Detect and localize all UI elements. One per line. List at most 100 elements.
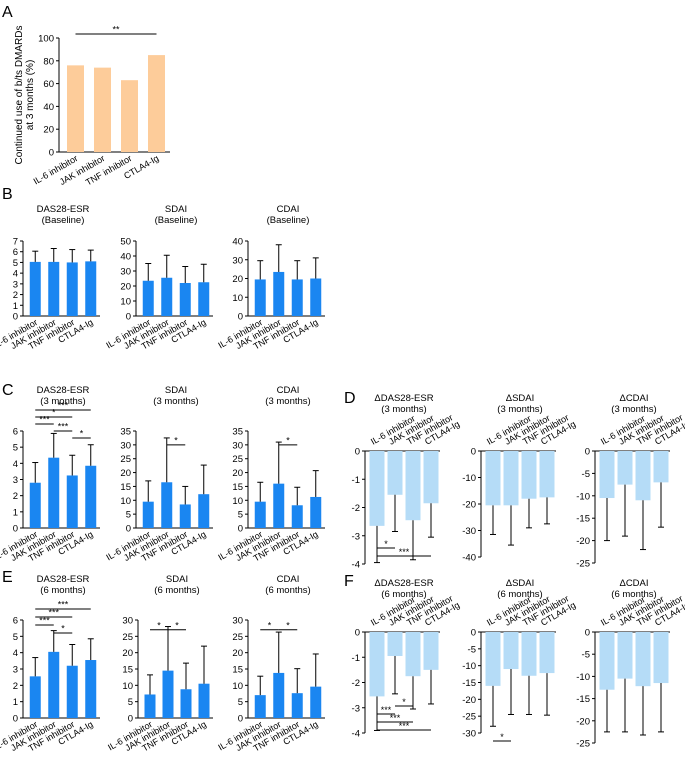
y-tick-label: -20	[576, 536, 590, 547]
significance-label: *	[500, 732, 504, 742]
bar	[369, 632, 385, 697]
y-tick-label: -20	[576, 716, 590, 727]
y-tick-label: 15	[232, 665, 243, 676]
significance-label: ***	[390, 713, 401, 723]
y-tick-label: -4	[352, 729, 360, 740]
significance-label: *	[384, 539, 388, 549]
y-tick-label: 5	[13, 443, 18, 454]
panel-letter-e: E	[2, 569, 13, 586]
bar	[94, 67, 111, 152]
significance-label: ***	[58, 600, 69, 610]
y-tick-label: -5	[582, 469, 590, 480]
bar	[85, 261, 97, 316]
y-tick-label: -25	[462, 712, 476, 723]
bar	[144, 694, 156, 718]
panel-letter-d: D	[344, 390, 356, 407]
significance-label: *	[157, 620, 161, 630]
bar	[423, 632, 439, 670]
y-tick-label: 1	[13, 507, 18, 518]
y-tick-label: 10	[120, 297, 131, 308]
bar	[273, 672, 285, 718]
y-tick-label: 4	[13, 648, 18, 659]
chart-title-line: SDAI	[165, 204, 187, 215]
bar	[387, 632, 403, 656]
y-tick-label: 20	[232, 274, 243, 285]
bar	[291, 505, 303, 528]
panel-letter-b: B	[2, 186, 13, 203]
bar	[254, 501, 266, 528]
chart-title-line: (Baseline)	[267, 215, 310, 226]
bar	[179, 504, 191, 528]
y-tick-label: 5	[126, 510, 131, 521]
y-tick-label: 30	[120, 267, 131, 278]
y-tick-label: 0	[238, 714, 243, 725]
y-tick-label: 60	[43, 79, 54, 90]
bar	[48, 261, 60, 316]
y-tick-label: 5	[238, 697, 243, 708]
bar	[617, 451, 633, 485]
chart-title-line: (Baseline)	[155, 215, 198, 226]
bar	[142, 280, 154, 316]
y-tick-label: -15	[576, 514, 590, 525]
panel-letter-f: F	[344, 573, 354, 590]
y-tick-label: 0	[13, 524, 18, 535]
bar	[161, 482, 173, 528]
y-tick-label: 0	[471, 628, 476, 639]
chart-title-line: (3 months)	[153, 396, 198, 407]
bar	[29, 261, 41, 316]
y-tick-label: 2	[13, 290, 18, 301]
chart-title-line: (3 months)	[381, 404, 426, 415]
significance-label: ***	[58, 401, 69, 411]
y-tick-label: -1	[352, 475, 360, 486]
bar	[198, 683, 210, 718]
significance-label: *	[268, 620, 272, 630]
bar	[121, 80, 138, 152]
chart-title-line: CDAI	[277, 204, 300, 215]
chart-title-line: ΔCDAI	[619, 393, 648, 404]
bar	[85, 465, 97, 528]
svg-text:F: F	[344, 573, 354, 590]
y-tick-label: 20	[120, 468, 131, 479]
chart-title-line: (3 months)	[40, 396, 85, 407]
y-tick-label: 80	[43, 56, 54, 67]
bar	[635, 451, 651, 501]
y-tick-label: 2	[13, 491, 18, 502]
y-tick-label: 25	[232, 632, 243, 643]
bar	[405, 632, 421, 677]
chart-title-line: ΔSDAI	[506, 393, 535, 404]
bar	[254, 279, 266, 316]
y-tick-label: -3	[352, 531, 360, 542]
y-tick-label: 0	[355, 447, 360, 458]
bar	[273, 483, 285, 528]
y-tick-label: 6	[13, 427, 18, 438]
y-tick-label: 0	[128, 714, 133, 725]
significance-label: ***	[39, 616, 50, 626]
bar	[599, 451, 615, 499]
chart-title-line: (3 months)	[265, 396, 310, 407]
y-tick-label: -30	[462, 526, 476, 537]
y-tick-label: 20	[232, 468, 243, 479]
y-tick-label: -10	[576, 491, 590, 502]
y-tick-label: 15	[122, 665, 133, 676]
y-tick-label: 40	[120, 252, 131, 263]
bar	[310, 686, 322, 718]
y-tick-label: 20	[232, 648, 243, 659]
svg-text:D: D	[344, 390, 356, 407]
bar	[48, 457, 60, 528]
y-tick-label: 5	[13, 632, 18, 643]
bar	[423, 451, 439, 504]
bar	[254, 695, 266, 718]
y-tick-label: 20	[122, 648, 133, 659]
bar	[387, 451, 403, 495]
bar	[161, 277, 173, 316]
bar	[310, 496, 322, 528]
